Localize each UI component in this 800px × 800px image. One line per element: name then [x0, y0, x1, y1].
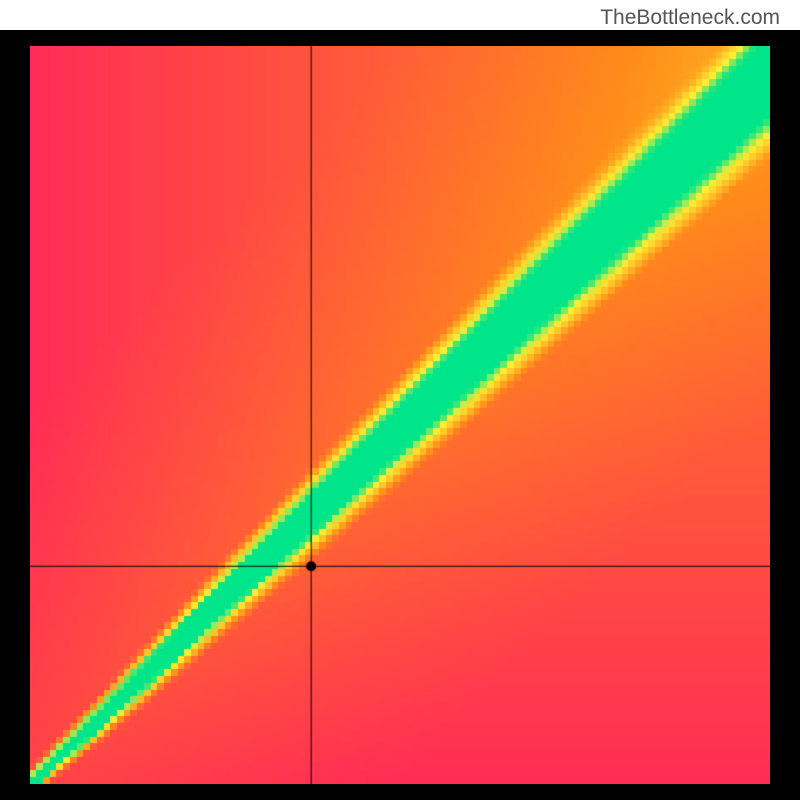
attribution-text: TheBottleneck.com: [600, 6, 780, 30]
root: TheBottleneck.com: [0, 0, 800, 800]
bottleneck-heatmap: [30, 46, 770, 784]
chart-black-frame: [0, 30, 800, 800]
